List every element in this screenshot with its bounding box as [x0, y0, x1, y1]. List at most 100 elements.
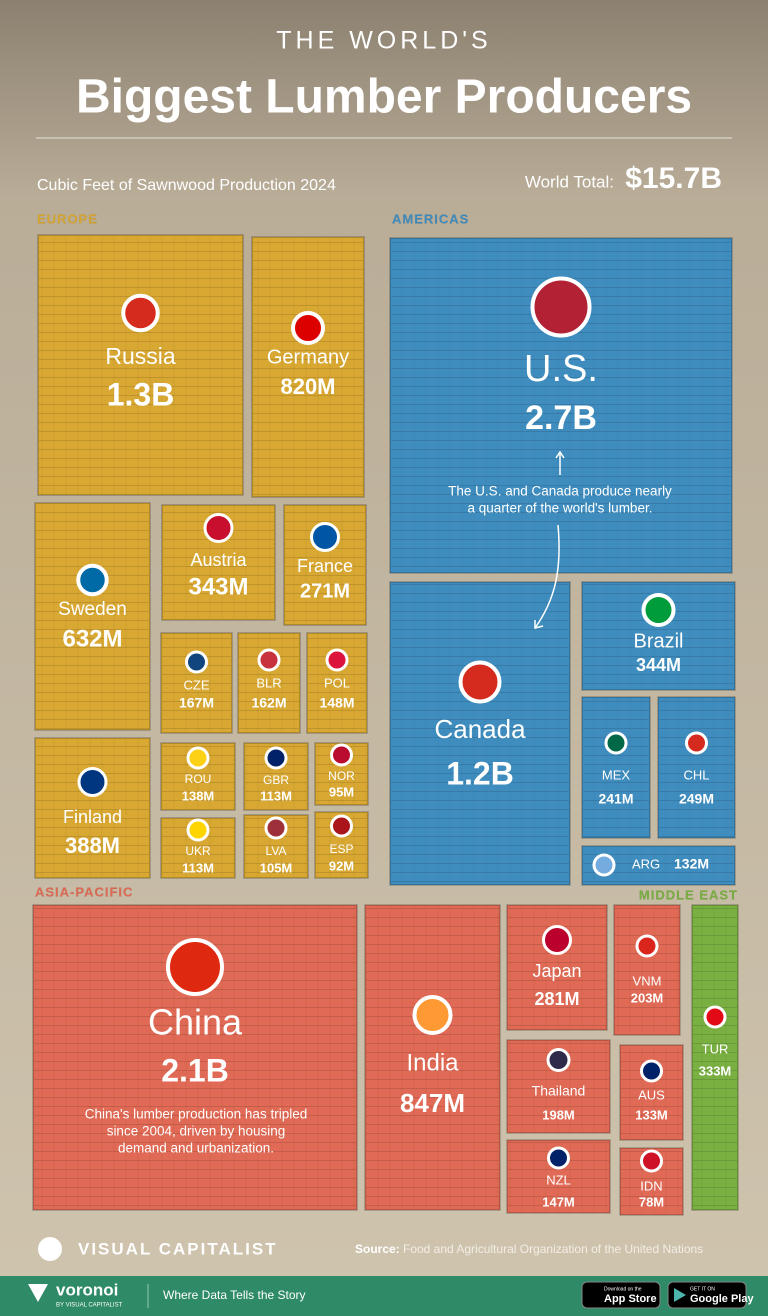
country-name: U.S.	[524, 348, 598, 390]
flag	[264, 816, 288, 840]
flag	[640, 1149, 663, 1173]
country-name: France	[297, 556, 353, 576]
country-name: Finland	[63, 807, 122, 827]
voronoi-by: BY VISUAL CAPITALIST	[56, 1303, 123, 1309]
country-name: Russia	[105, 343, 176, 369]
supertitle: THE WORLD'S	[276, 27, 491, 55]
badge[interactable]	[667, 1281, 747, 1309]
flag	[685, 731, 708, 755]
annotation: demand and urbanization.	[118, 1141, 274, 1156]
google-play-badge[interactable]: GET IT ON Google Play	[667, 1281, 754, 1309]
annotation: a quarter of the world's lumber.	[468, 501, 653, 516]
flag	[186, 818, 210, 842]
country-name: CHL	[683, 767, 709, 782]
group-label: AMERICAS	[392, 211, 469, 226]
country-name: TUR	[702, 1041, 729, 1056]
texture	[391, 583, 569, 884]
flag	[291, 311, 325, 345]
value-label: 281M	[534, 989, 579, 1009]
badge-small: GET IT ON	[690, 1286, 715, 1292]
value-label: 333M	[699, 1063, 732, 1078]
value-label: 78M	[639, 1194, 664, 1209]
country-name: Japan	[532, 961, 581, 981]
arrow-head	[555, 450, 565, 459]
value-label: 95M	[329, 784, 354, 799]
total-label: World Total:	[525, 172, 614, 191]
texture	[615, 906, 679, 1034]
value-label: 241M	[598, 791, 633, 807]
flag	[76, 563, 109, 597]
value-label: 132M	[674, 856, 709, 872]
texture	[253, 238, 363, 496]
value-label: 162M	[251, 695, 286, 711]
flag	[640, 1059, 663, 1083]
flag	[412, 995, 453, 1035]
country-name: BLR	[256, 675, 281, 690]
country-name: ARG	[632, 856, 660, 871]
flag	[635, 934, 659, 958]
flag	[257, 648, 281, 672]
flag	[77, 767, 108, 797]
value-label: 1.3B	[107, 376, 175, 412]
flag	[547, 1146, 570, 1170]
value-label: 343M	[188, 573, 248, 600]
country-name: LVA	[266, 844, 287, 858]
arrow	[534, 524, 560, 629]
flag	[530, 276, 592, 338]
total-value: $15.7B	[625, 162, 722, 195]
flag	[592, 853, 616, 877]
flag	[166, 938, 224, 996]
brand: VISUAL CAPITALIST Source: Food and Agric…	[38, 1237, 703, 1261]
country-name: India	[406, 1049, 459, 1076]
value-label: 138M	[182, 788, 215, 803]
country-name: IDN	[640, 1178, 662, 1193]
value-label: 113M	[182, 860, 214, 875]
value-label: 632M	[62, 625, 122, 652]
flag	[264, 746, 288, 770]
country-name: GBR	[263, 773, 289, 787]
value-label: 147M	[542, 1194, 575, 1209]
country-name: Brazil	[633, 630, 683, 652]
subtitle: Cubic Feet of Sawnwood Production 2024	[37, 177, 336, 194]
value-label: 344M	[636, 655, 681, 675]
app-store-badge[interactable]: Download on the App Store	[581, 1281, 661, 1309]
badge-text: App Store	[604, 1293, 657, 1305]
voronoi-logo	[28, 1284, 48, 1302]
annotation-arrows	[534, 450, 565, 629]
treemap: EUROPE Russia 1.3B Germany 820M Sweden 632M Aus…	[32, 211, 739, 1216]
texture	[39, 236, 242, 494]
flag	[186, 746, 210, 770]
badge[interactable]	[581, 1281, 661, 1309]
texture	[693, 906, 737, 1209]
tagline: Where Data Tells the Story	[163, 1288, 306, 1302]
flag	[121, 293, 160, 333]
country-name: China	[148, 1002, 243, 1043]
source-label: Source:	[355, 1242, 400, 1256]
flag	[542, 925, 572, 955]
texture	[36, 739, 149, 877]
country-name: Austria	[190, 550, 247, 570]
country-name: AUS	[638, 1087, 665, 1102]
value-label: 148M	[319, 695, 354, 711]
flag	[310, 522, 340, 552]
country-name: Sweden	[58, 599, 127, 620]
annotation: since 2004, driven by housing	[107, 1124, 286, 1139]
brand-logo	[38, 1237, 62, 1261]
title: Biggest Lumber Producers	[76, 71, 692, 124]
country-name: ESP	[329, 842, 353, 856]
play-icon	[674, 1288, 686, 1302]
value-label: 271M	[300, 580, 350, 602]
country-name: Thailand	[532, 1083, 586, 1099]
country-name: ROU	[185, 772, 212, 786]
value-label: 820M	[280, 374, 335, 399]
texture	[366, 906, 499, 1209]
value-label: 1.2B	[446, 755, 514, 791]
country-name: CZE	[184, 677, 210, 692]
texture	[162, 634, 231, 732]
flag	[325, 648, 349, 672]
value-label: 105M	[260, 860, 293, 875]
country-name: UKR	[185, 844, 211, 858]
flag	[703, 1005, 727, 1029]
flag	[604, 731, 628, 755]
